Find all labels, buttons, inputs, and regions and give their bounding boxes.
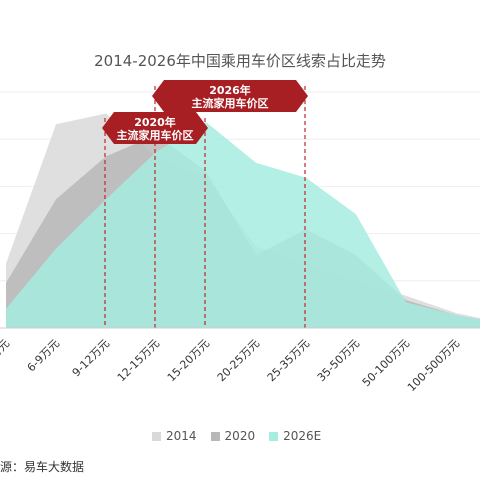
x-tick-label: 万元	[0, 337, 12, 362]
legend-label: 2020	[224, 429, 256, 443]
x-tick-label: 15-20万元	[165, 337, 212, 384]
x-tick-label: 35-50万元	[315, 337, 362, 384]
source-note: 源：易车大数据	[0, 460, 85, 474]
chart-title: 2014-2026年中国乘用车价区线索占比走势	[94, 52, 386, 70]
range-banner-year: 2020年	[134, 115, 176, 129]
x-tick-label: 6-9万元	[25, 337, 62, 374]
legend-label: 2026E	[283, 429, 322, 443]
legend-item-2014: 2014	[152, 429, 197, 443]
x-tick-label: 50-100万元	[360, 337, 412, 389]
series-area-2026E	[6, 122, 480, 328]
range-banner-label: 主流家用车价区	[117, 128, 194, 142]
legend-item-2020: 2020	[210, 429, 256, 443]
legend-swatch	[269, 431, 279, 441]
series-areas	[6, 113, 480, 328]
legend: 2014 2020 2026E	[152, 429, 321, 443]
x-tick-label: 20-25万元	[215, 337, 262, 384]
range-banner	[102, 112, 208, 144]
x-tick-label: 100-500万元	[405, 337, 462, 394]
legend-label: 2014	[166, 429, 197, 443]
range-markers	[104, 86, 306, 328]
x-tick-label: 25-35万元	[265, 337, 312, 384]
x-tick-label: 12-15万元	[115, 337, 162, 384]
x-tick-label: 9-12万元	[70, 337, 112, 379]
range-banner-label: 主流家用车价区	[192, 96, 269, 110]
range-banner-year: 2026年	[209, 83, 251, 97]
range-banner	[152, 80, 308, 112]
legend-swatch	[210, 431, 220, 441]
legend-item-2026E: 2026E	[269, 429, 321, 443]
legend-swatch	[152, 431, 161, 441]
x-tick-labels: 万元 6-9万元 9-12万元 12-15万元 15-20万元 20-25万元 25-35万…	[0, 337, 462, 394]
